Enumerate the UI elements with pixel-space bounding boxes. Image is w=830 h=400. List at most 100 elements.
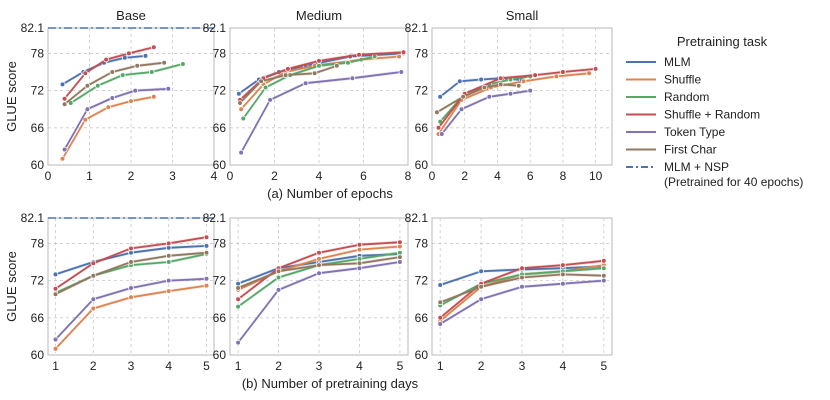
data-point-shuffle [59, 156, 66, 162]
data-point-first-char [478, 283, 484, 290]
data-point-shuffle-random [203, 234, 210, 241]
x-tick-label: 1 [86, 169, 93, 183]
x-tick-label: 5 [397, 359, 404, 373]
x-tick-label: 2 [478, 359, 485, 373]
x-tick-label: 6 [360, 169, 367, 183]
data-point-shuffle [151, 94, 157, 100]
data-point-first-char [161, 59, 168, 66]
data-point-token-type [519, 283, 525, 290]
x-tick-label: 0 [45, 169, 52, 183]
x-tick-label: 2 [90, 359, 97, 373]
y-tick-label: 82.1 [405, 21, 429, 35]
data-point-shuffle-random [82, 70, 89, 77]
panel-title-small: Small [506, 8, 539, 23]
y-tick-label: 60 [213, 158, 227, 172]
data-point-shuffle-random [165, 240, 172, 247]
data-point-token-type [90, 296, 97, 303]
data-point-first-char [519, 274, 525, 281]
legend-label-token-type: Token Type [664, 125, 725, 139]
y-tick-label: 60 [213, 348, 227, 362]
data-point-first-char [237, 100, 243, 106]
legend-label-mlm-nsp: MLM + NSP [664, 160, 729, 174]
x-tick-label: 2 [461, 169, 468, 183]
x-tick-label: 4 [211, 169, 218, 183]
data-point-shuffle-random [285, 66, 291, 72]
y-tick-label: 82.1 [405, 211, 429, 225]
data-point-first-char [515, 82, 522, 89]
series-line-shuffle [240, 55, 400, 110]
x-tick-label: 6 [527, 169, 534, 183]
data-point-shuffle-random [600, 257, 607, 264]
data-point-token-type [560, 280, 566, 287]
data-point-token-type [235, 339, 241, 346]
data-point-first-char [316, 262, 322, 268]
y-tick-label: 78 [415, 236, 429, 250]
data-point-token-type [600, 277, 607, 284]
data-point-token-type [302, 80, 309, 86]
data-point-token-type [397, 259, 403, 265]
row-caption: (b) Number of pretraining days [242, 376, 419, 391]
y-tick-label: 72 [31, 84, 45, 98]
data-point-first-char [434, 109, 440, 116]
y-tick-label: 66 [213, 121, 227, 135]
data-point-shuffle-random [592, 66, 599, 72]
ci-band-random [243, 54, 375, 121]
data-point-shuffle-random [497, 75, 504, 81]
data-point-token-type [398, 69, 405, 75]
ci-band-mlm [238, 51, 404, 96]
y-tick-label: 72 [31, 274, 45, 288]
data-point-token-type [356, 265, 363, 272]
data-point-token-type [458, 106, 465, 112]
data-point-shuffle-random [316, 249, 322, 256]
data-point-shuffle-random [103, 56, 109, 63]
data-point-mlm [437, 94, 444, 100]
data-point-first-char [437, 299, 444, 306]
data-point-token-type [316, 270, 322, 277]
data-point-random [119, 72, 126, 78]
data-point-random [600, 265, 607, 272]
data-point-random [165, 259, 172, 265]
x-tick-label: 4 [560, 359, 567, 373]
data-point-token-type [349, 75, 356, 81]
data-point-random [275, 274, 282, 281]
data-point-token-type [486, 94, 493, 100]
data-point-shuffle-random [61, 95, 68, 102]
data-point-random [262, 84, 269, 91]
y-tick-label: 82.1 [21, 211, 45, 225]
panel-frame-r1c2 [229, 27, 409, 166]
panel-title-base: Base [116, 8, 146, 23]
data-point-token-type [165, 86, 172, 92]
y-tick-label: 60 [31, 348, 45, 362]
x-tick-label: 3 [316, 359, 323, 373]
data-point-mlm [203, 243, 210, 249]
data-point-first-char [165, 253, 172, 259]
data-point-shuffle-random [90, 260, 97, 267]
data-point-shuffle-random [52, 285, 59, 292]
data-point-first-char [311, 70, 318, 77]
data-point-token-type [507, 90, 514, 97]
data-point-first-char [52, 291, 59, 298]
data-point-token-type [275, 287, 282, 293]
data-point-token-type [478, 296, 484, 303]
x-tick-label: 1 [235, 359, 242, 373]
data-point-first-char [258, 78, 264, 85]
data-point-shuffle-random [519, 265, 525, 272]
panel-frame-r2c3 [431, 217, 613, 356]
data-point-shuffle-random [532, 72, 538, 78]
series-line-random [242, 55, 375, 120]
data-point-mlm [456, 78, 463, 85]
data-point-first-char [128, 259, 134, 265]
data-point-token-type [84, 106, 91, 112]
data-point-shuffle-random [151, 44, 157, 50]
x-tick-label: 5 [600, 359, 607, 373]
x-tick-label: 4 [356, 359, 363, 373]
x-tick-label: 5 [203, 359, 210, 373]
ci-band-first-char [64, 61, 165, 106]
x-tick-label: 4 [165, 359, 172, 373]
data-point-mlm [236, 90, 242, 97]
data-point-first-char [560, 271, 566, 278]
data-point-first-char [84, 82, 91, 89]
y-tick-label: 72 [415, 84, 429, 98]
data-point-token-type [438, 131, 445, 137]
